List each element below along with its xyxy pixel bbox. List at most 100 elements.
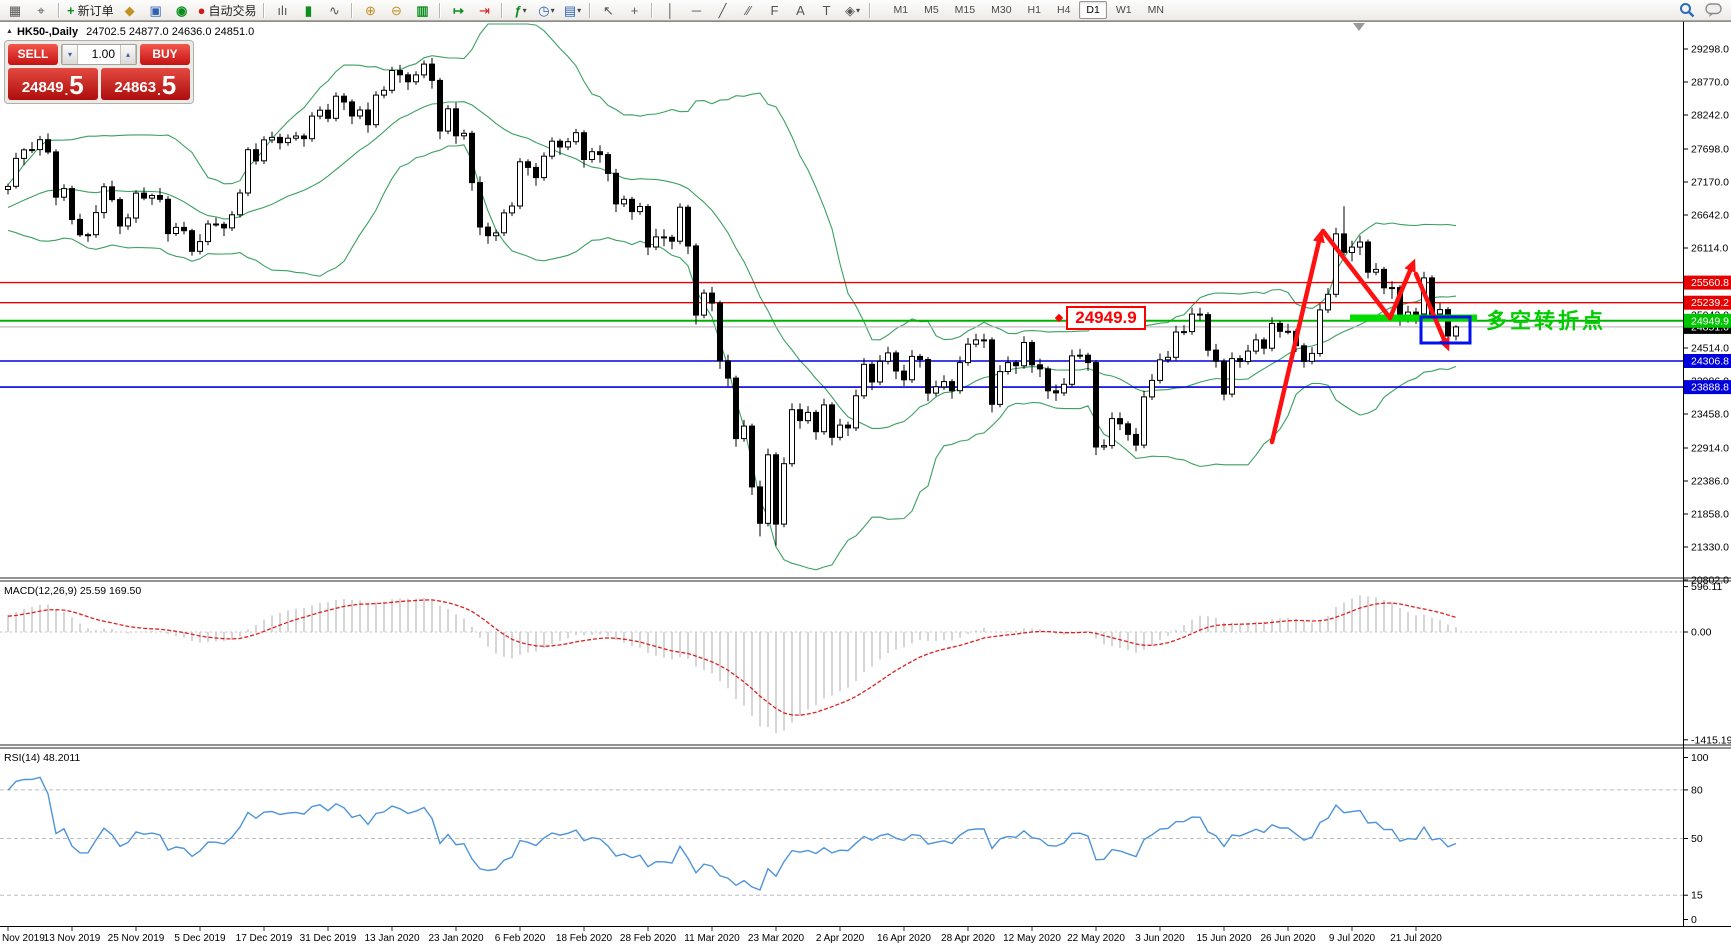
- search-icon[interactable]: [1679, 2, 1695, 18]
- trend-arrows[interactable]: [1269, 228, 1450, 445]
- pane-separators: [0, 21, 1731, 927]
- svg-text:13 Nov 2019: 13 Nov 2019: [44, 933, 101, 944]
- timeframe-m5[interactable]: M5: [924, 4, 939, 16]
- svg-text:17 Dec 2019: 17 Dec 2019: [236, 933, 293, 944]
- vertical-line-icon[interactable]: │: [666, 2, 675, 18]
- zoom-in-icon[interactable]: ⊕: [365, 2, 376, 18]
- svg-text:3 Jun 2020: 3 Jun 2020: [1135, 933, 1185, 944]
- toolbar-right: [1679, 2, 1723, 18]
- svg-text:100: 100: [1691, 752, 1709, 764]
- cursor-icon[interactable]: ↖: [603, 2, 614, 18]
- trendline-icon[interactable]: ╱: [718, 2, 727, 18]
- signals-icon[interactable]: ◉: [175, 2, 188, 18]
- candlestick-chart-icon[interactable]: ▮: [304, 2, 313, 18]
- autotrading-button[interactable]: ● 自动交易: [196, 1, 259, 19]
- chart-shift-icon[interactable]: ⇥: [479, 2, 490, 18]
- price-level-lines: [0, 281, 1683, 388]
- toolbar-separator: [439, 2, 442, 18]
- svg-text:80: 80: [1691, 784, 1703, 796]
- new-order-button[interactable]: + 新订单: [65, 1, 116, 19]
- svg-text:Nov 2019: Nov 2019: [2, 933, 45, 944]
- charts-window-icon[interactable]: ▦: [8, 2, 22, 18]
- symbol-period-label: HK50-,Daily: [16, 26, 79, 38]
- timeframe-mn[interactable]: MN: [1147, 4, 1164, 16]
- toolbar: ▦ ⌖ + 新订单 ◆ ▣ ◉ ● 自动交易 ılı ▮ ∿ ⊕ ⊖ ▥ ↦ ⇥ ƒ…: [0, 0, 1731, 21]
- svg-text:24306.8: 24306.8: [1691, 356, 1729, 368]
- template-icon: ▤: [563, 2, 577, 18]
- wallet-icon[interactable]: ◆: [124, 2, 135, 18]
- clock-icon: ◷: [538, 2, 550, 18]
- sell-price-tile[interactable]: 24849. 5: [8, 68, 98, 100]
- text-tool-icon[interactable]: A: [796, 2, 805, 18]
- bar-chart-icon[interactable]: ılı: [277, 2, 288, 18]
- chart-title: ▲ HK50-,Daily 24702.5 24877.0 24636.0 2485…: [6, 26, 254, 38]
- terminal-icon[interactable]: ▣: [149, 2, 162, 18]
- zoom-out-icon[interactable]: ⊖: [391, 2, 402, 18]
- crosshair-icon[interactable]: +: [630, 2, 639, 18]
- buy-price-tile[interactable]: 24863. 5: [100, 68, 190, 100]
- chevron-down-icon: ▾: [550, 5, 555, 15]
- svg-text:5 Dec 2019: 5 Dec 2019: [174, 933, 226, 944]
- svg-text:15 Jun 2020: 15 Jun 2020: [1196, 933, 1251, 944]
- timeframe-m30[interactable]: M30: [991, 4, 1012, 16]
- shapes-icon: ◈: [844, 2, 855, 18]
- svg-text:28242.0: 28242.0: [1691, 110, 1729, 122]
- consolidation-box[interactable]: [1419, 315, 1472, 345]
- macd-axis: 596.11 0.00 -1415.19: [1683, 581, 1731, 746]
- timeframe-w1[interactable]: W1: [1115, 4, 1132, 16]
- svg-text:28 Apr 2020: 28 Apr 2020: [941, 933, 995, 944]
- price-axis[interactable]: 29298.0 28770.0 28242.0 27698.0 27170.0 26642…: [1683, 44, 1729, 587]
- svg-text:11 Mar 2020: 11 Mar 2020: [684, 933, 740, 944]
- equidistant-channel-icon[interactable]: ∕∕: [746, 2, 751, 18]
- horizontal-line-icon[interactable]: ─: [691, 2, 702, 18]
- sell-price-dot: .: [64, 83, 69, 98]
- timeframe-m1[interactable]: M1: [893, 4, 909, 16]
- buy-button[interactable]: BUY: [140, 44, 190, 65]
- periods-button[interactable]: ◷ ▾: [534, 1, 558, 19]
- macd-indicator-label: MACD(12,26,9) 25.59 169.50: [4, 585, 142, 597]
- sell-price-main: 24849: [21, 79, 64, 97]
- candles: [5, 57, 1459, 546]
- fibonacci-icon[interactable]: F: [770, 2, 779, 18]
- tile-windows-icon[interactable]: ▥: [416, 2, 429, 18]
- svg-text:596.11: 596.11: [1691, 581, 1722, 593]
- svg-text:24514.0: 24514.0: [1691, 343, 1729, 355]
- volume-input[interactable]: 1.00: [91, 47, 115, 61]
- shapes-button[interactable]: ◈ ▾: [840, 1, 864, 19]
- templates-button[interactable]: ▤ ▾: [560, 1, 584, 19]
- turning-point-bar[interactable]: [1350, 314, 1477, 322]
- price-callout[interactable]: 24949.9: [1066, 306, 1146, 330]
- chart-shift-marker[interactable]: [1353, 23, 1365, 31]
- chat-icon[interactable]: [1705, 2, 1723, 18]
- svg-text:25 Nov 2019: 25 Nov 2019: [108, 933, 165, 944]
- toolbar-separator: [501, 2, 504, 18]
- timeframe-h1[interactable]: H1: [1027, 4, 1041, 16]
- turning-point-note[interactable]: 多空转折点: [1486, 310, 1606, 333]
- svg-text:18 Feb 2020: 18 Feb 2020: [556, 933, 613, 944]
- toolbar-separator: [351, 2, 354, 18]
- svg-text:23458.0: 23458.0: [1691, 409, 1729, 421]
- svg-text:22 May 2020: 22 May 2020: [1067, 933, 1125, 944]
- svg-text:21858.0: 21858.0: [1691, 509, 1729, 521]
- svg-text:24949.9: 24949.9: [1691, 315, 1729, 327]
- svg-text:27170.0: 27170.0: [1691, 177, 1729, 189]
- crosshair-zoom-icon[interactable]: ⌖: [37, 2, 45, 18]
- timeframe-m15[interactable]: M15: [954, 4, 976, 16]
- chevron-down-icon: ▾: [855, 5, 860, 15]
- sell-button[interactable]: SELL: [8, 44, 58, 65]
- label-tool-icon[interactable]: T: [822, 2, 831, 18]
- line-chart-icon[interactable]: ∿: [329, 2, 340, 18]
- auto-scroll-icon[interactable]: ↦: [453, 2, 464, 18]
- volume-increment-button[interactable]: ▴: [120, 45, 136, 64]
- bollinger-bands: [7, 23, 1457, 571]
- chevron-down-icon: ▾: [577, 5, 582, 15]
- indicators-button[interactable]: ƒ ▾: [508, 1, 532, 19]
- timeframe-d1[interactable]: D1: [1079, 1, 1107, 19]
- sell-price-big-digit: 5: [69, 70, 84, 100]
- timeframe-h4[interactable]: H4: [1056, 4, 1071, 16]
- volume-decrement-button[interactable]: ▾: [62, 45, 78, 64]
- volume-stepper: ▾ 1.00 ▴: [61, 44, 137, 65]
